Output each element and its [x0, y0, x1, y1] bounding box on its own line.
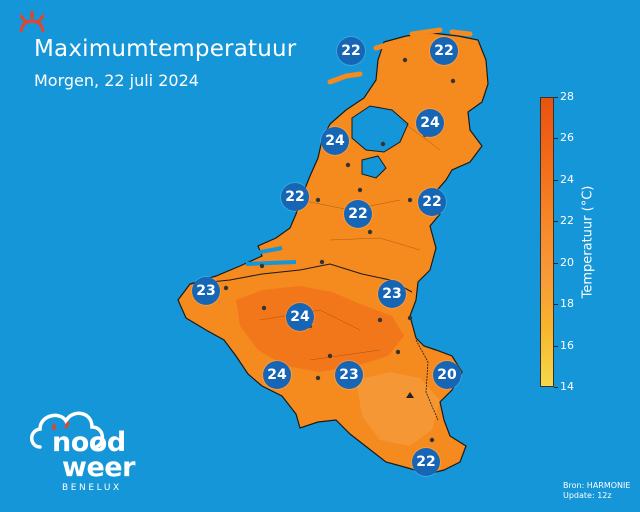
city-badge: 22 [281, 183, 309, 211]
colorbar-tick [554, 262, 558, 264]
colorbar-tick-label: 22 [560, 214, 574, 228]
colorbar-tick [554, 221, 558, 223]
colorbar-tick-label: 26 [560, 131, 574, 145]
nl-be-border [189, 263, 413, 293]
colorbar-tick [554, 387, 558, 388]
city-badge: 24 [263, 361, 291, 389]
city-badge: 23 [192, 277, 220, 305]
city-badge: 22 [430, 37, 458, 65]
source-note: Bron: HARMONIE Update: 12z [563, 481, 630, 501]
city-badge: 24 [321, 127, 349, 155]
city-badge: 20 [433, 361, 461, 389]
city-badge: 24 [286, 303, 314, 331]
colorbar-tick-label: 24 [560, 172, 574, 186]
be-lu-border [415, 339, 439, 421]
cool-zone [356, 372, 440, 446]
sun-icon [19, 10, 45, 33]
markermeer [361, 155, 387, 179]
colorbar-tick-label: 20 [560, 255, 574, 269]
zeeland-estuaries [245, 246, 297, 266]
city-badge: 24 [416, 109, 444, 137]
city-badge: 23 [335, 361, 363, 389]
logo-text-nood: nood [52, 427, 126, 458]
source-update: Update: 12z [563, 491, 612, 500]
map-title: Maximumtemperatuur [34, 36, 297, 62]
colorbar-tick [554, 97, 558, 98]
colorbar-tick-label: 28 [560, 90, 574, 103]
logo-tagline: BENELUX [62, 483, 122, 493]
warm-zone [236, 286, 404, 372]
colorbar-tick [554, 138, 558, 140]
logo-text-weer: weer [62, 452, 135, 483]
colorbar-tick-label: 16 [560, 338, 574, 352]
colorbar-tick-label: 18 [560, 297, 574, 311]
city-badge: 22 [337, 37, 365, 65]
mountain-marker-icon [406, 392, 414, 398]
colorbar-tick [554, 179, 558, 181]
map-subtitle: Morgen, 22 juli 2024 [34, 71, 199, 90]
temperature-colorbar [540, 97, 554, 387]
city-badge: 22 [418, 188, 446, 216]
cloud-logo-icon [30, 411, 105, 449]
source-model: Bron: HARMONIE [563, 481, 631, 490]
wadden-islands [327, 27, 473, 85]
colorbar-tick-label: 14 [560, 380, 574, 393]
colorbar-tick [554, 304, 558, 306]
land-area [177, 32, 489, 475]
colorbar-tick [554, 345, 558, 347]
city-badge: 22 [412, 448, 440, 476]
city-badge: 22 [344, 200, 372, 228]
city-badge: 23 [378, 280, 406, 308]
colorbar-label: Temperatuur (°C) [580, 185, 596, 299]
ijsselmeer [351, 105, 409, 153]
